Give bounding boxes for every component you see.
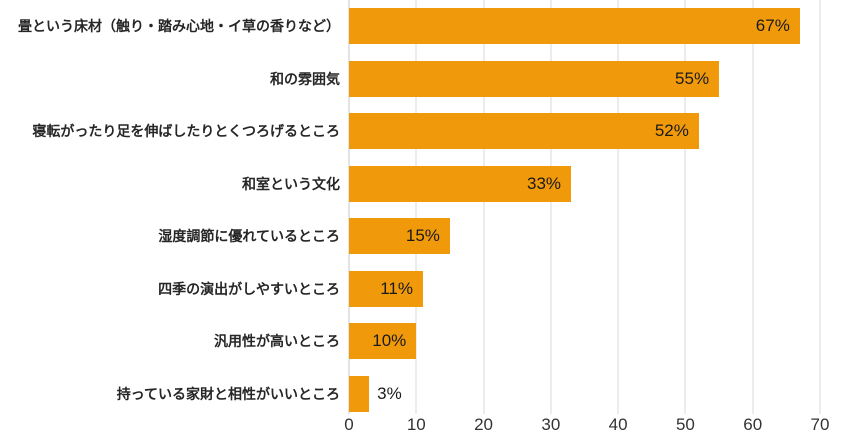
bar: 67%	[349, 8, 800, 45]
x-axis-tick-label: 0	[344, 415, 354, 434]
value-label: 33%	[527, 173, 562, 193]
x-axis: 0 10 20 30 40 50 60 70	[344, 415, 829, 441]
bar-track: 52%	[349, 113, 820, 150]
category-label: 汎用性が高いところ	[214, 333, 340, 350]
bar: 52%	[349, 113, 699, 150]
chart-row: 四季の演出がしやすいところ 11%	[0, 263, 850, 316]
chart-row: 持っている家財と相性がいいところ 3%	[0, 368, 850, 421]
bar-track: 10%	[349, 323, 820, 360]
category-label: 湿度調節に優れているところ	[158, 228, 340, 245]
chart-row: 和室という文化 33%	[0, 158, 850, 211]
chart-row: 和の雰囲気 55%	[0, 53, 850, 106]
x-axis-tick-label: 50	[675, 415, 695, 434]
bar: 10%	[349, 323, 417, 360]
category-label: 四季の演出がしやすいところ	[158, 280, 340, 297]
gridline	[819, 0, 821, 414]
value-label: 67%	[755, 16, 790, 36]
gridline	[483, 0, 485, 414]
gridline	[550, 0, 552, 414]
value-label: 3%	[377, 383, 402, 403]
bar-track: 3%	[349, 375, 820, 412]
value-label: 10%	[372, 331, 407, 351]
bar-track: 11%	[349, 270, 820, 307]
value-label: 52%	[654, 121, 689, 141]
category-label: 和の雰囲気	[270, 70, 340, 87]
x-axis-tick-label: 10	[406, 415, 426, 434]
x-axis-tick-label: 20	[474, 415, 494, 434]
bar: 3%	[349, 375, 402, 412]
gridline	[684, 0, 686, 414]
value-label: 15%	[405, 226, 440, 246]
chart-row: 湿度調節に優れているところ 15%	[0, 210, 850, 263]
value-label: 11%	[380, 278, 413, 298]
bar: 33%	[349, 165, 572, 202]
gridline	[617, 0, 619, 414]
axis-line	[348, 0, 350, 414]
x-axis-tick-label: 60	[743, 415, 763, 434]
gridlines	[348, 0, 821, 414]
x-axis-tick-label: 30	[541, 415, 561, 434]
x-axis-tick-label: 70	[810, 415, 830, 434]
bar-track: 33%	[349, 165, 820, 202]
gridline	[752, 0, 754, 414]
bar-track: 67%	[349, 8, 820, 45]
category-label: 持っている家財と相性がいいところ	[116, 385, 340, 402]
chart-row: 寝転がったり足を伸ばしたりとくつろげるところ 52%	[0, 105, 850, 158]
bar: 55%	[349, 60, 720, 97]
bar-track: 15%	[349, 218, 820, 255]
value-label: 55%	[675, 68, 710, 88]
chart-row: 汎用性が高いところ 10%	[0, 315, 850, 368]
category-label: 寝転がったり足を伸ばしたりとくつろげるところ	[32, 123, 340, 140]
bar: 15%	[349, 218, 450, 255]
gridline	[415, 0, 417, 414]
chart-rows: 畳という床材（触り・踏み心地・イ草の香りなど） 67% 和の雰囲気 55% 寝転がったり…	[0, 0, 850, 421]
x-axis-tick-label: 40	[608, 415, 628, 434]
category-label: 畳という床材（触り・踏み心地・イ草の香りなど）	[18, 18, 340, 35]
bar-track: 55%	[349, 60, 820, 97]
category-label: 和室という文化	[242, 175, 340, 192]
bar: 11%	[349, 270, 423, 307]
chart-row: 畳という床材（触り・踏み心地・イ草の香りなど） 67%	[0, 0, 850, 53]
